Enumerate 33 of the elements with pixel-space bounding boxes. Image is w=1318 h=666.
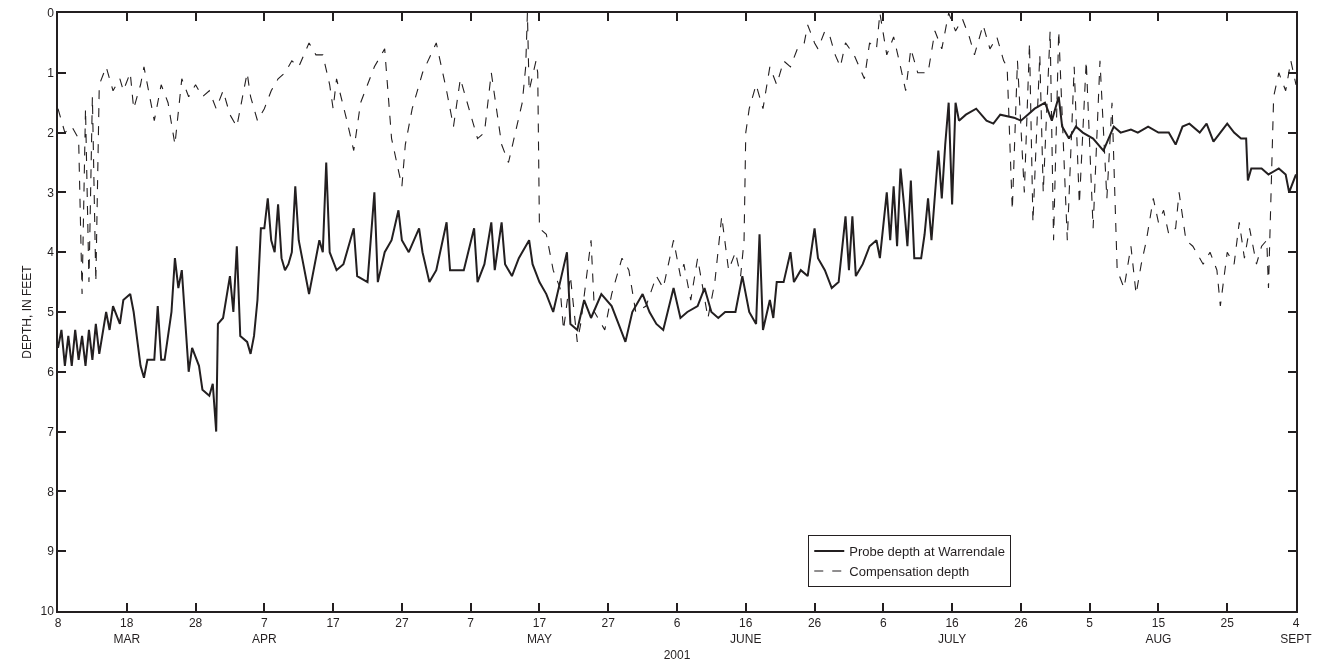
x-tick-label: 5 xyxy=(1086,616,1094,631)
x-axis-title: 2001 xyxy=(663,648,691,663)
y-tick-label: 2 xyxy=(47,125,55,140)
y-tick-label: 4 xyxy=(47,245,55,260)
y-axis-title: DEPTH, IN FEET xyxy=(20,264,35,359)
y-tick-label: 5 xyxy=(47,305,55,320)
x-tick-label: 26 xyxy=(1014,616,1028,631)
y-tick-label: 8 xyxy=(47,484,55,499)
legend-label: Compensation depth xyxy=(849,564,970,579)
legend-label: Probe depth at Warrendale xyxy=(849,544,1005,560)
x-tick-label: 26 xyxy=(807,616,822,631)
x-tick-label: 15 AUG xyxy=(1145,616,1172,646)
x-tick-label: 16 JULY xyxy=(937,616,967,646)
y-tick-label: 0 xyxy=(47,6,55,21)
x-tick-label: 7 xyxy=(467,616,475,631)
y-tick-label: 9 xyxy=(47,544,55,559)
x-tick-label: 27 xyxy=(601,616,616,631)
x-tick-label: 6 xyxy=(879,616,887,631)
x-tick-label: 28 xyxy=(188,616,203,631)
y-tick-label: 10 xyxy=(40,604,55,619)
y-tick-label: 1 xyxy=(47,66,55,80)
x-tick-label: 7 APR xyxy=(251,616,277,646)
x-tick-label: 17 xyxy=(326,616,341,631)
x-tick-label: 17 MAY xyxy=(526,616,552,646)
x-tick-label: 27 xyxy=(395,616,409,631)
y-tick-label: 7 xyxy=(47,424,55,439)
x-tick-label: 6 xyxy=(673,616,681,631)
x-tick-label: 16 JUNE xyxy=(730,616,762,646)
y-tick-label: 6 xyxy=(47,365,55,379)
x-tick-label: 25 xyxy=(1220,616,1235,631)
y-tick-label: 3 xyxy=(47,185,55,200)
x-tick-label: 4 SEPT xyxy=(1280,616,1313,646)
x-tick-label: 18 MAR xyxy=(113,616,141,646)
